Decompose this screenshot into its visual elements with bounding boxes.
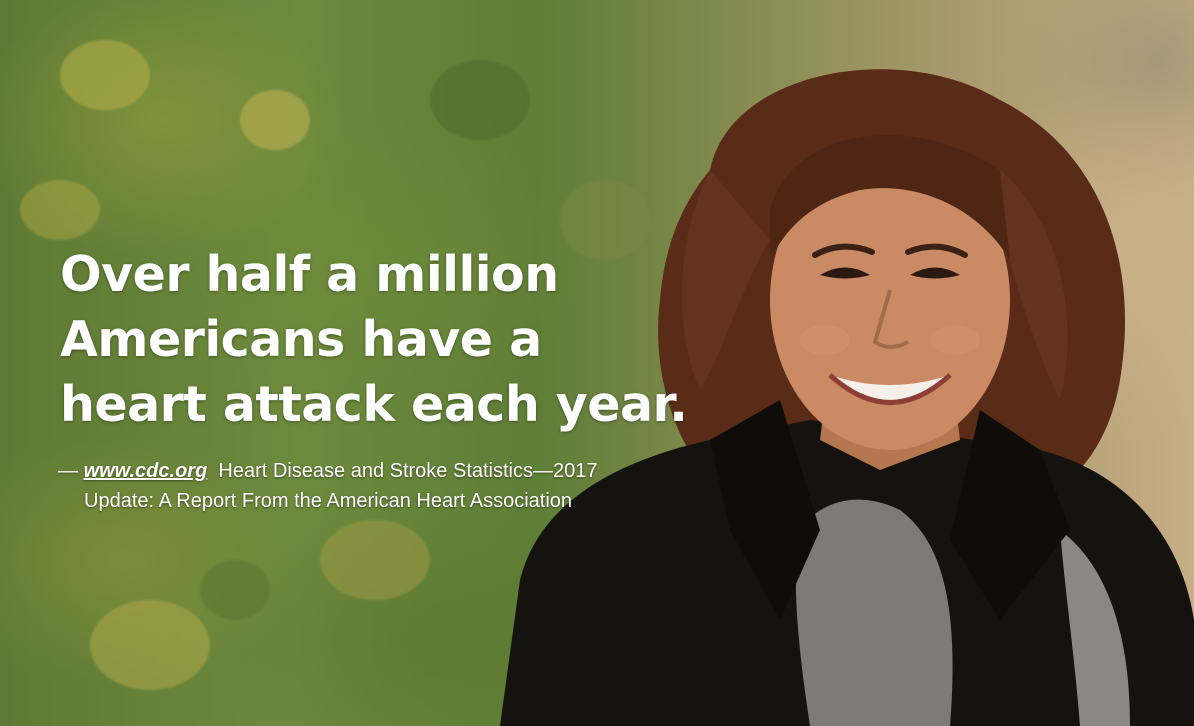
foliage-blur: [200, 560, 270, 620]
headline-line-2: Americans have a: [60, 311, 542, 368]
foliage-blur: [90, 600, 210, 690]
smiling-woman-photo: [480, 60, 1194, 726]
cdc-link[interactable]: www.cdc.org: [83, 460, 208, 482]
citation-dash: —: [58, 460, 78, 482]
source-citation: — www.cdc.org Heart Disease and Stroke S…: [58, 456, 598, 516]
foliage-blur: [320, 520, 430, 600]
citation-line-2: Update: A Report From the American Heart…: [84, 490, 573, 512]
foliage-blur: [560, 180, 650, 260]
headline-line-1: Over half a million: [60, 246, 559, 303]
foliage-blur: [60, 40, 150, 110]
foliage-blur: [20, 180, 100, 240]
citation-text-1: Heart Disease and Stroke Statistics—2017: [218, 460, 598, 482]
foliage-blur: [240, 90, 310, 150]
foliage-blur: [430, 60, 530, 140]
headline: Over half a million Americans have a hea…: [60, 242, 688, 437]
citation-line-1: — www.cdc.org Heart Disease and Stroke S…: [58, 456, 598, 486]
headline-line-3: heart attack each year.: [60, 376, 688, 433]
